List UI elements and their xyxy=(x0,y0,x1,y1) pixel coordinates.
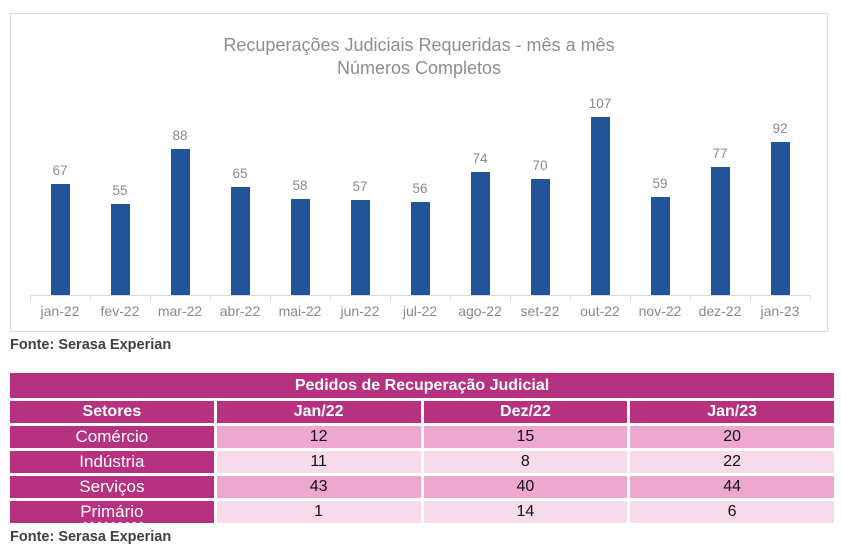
bar xyxy=(770,142,790,295)
x-axis-label: jul-22 xyxy=(402,303,438,319)
column-header: Dez/22 xyxy=(423,401,628,423)
axis-tick xyxy=(750,295,751,300)
bar xyxy=(590,117,610,295)
bar xyxy=(530,179,550,295)
bar-column: 107 xyxy=(570,14,630,295)
x-axis-label: out-22 xyxy=(580,303,620,319)
x-axis-line xyxy=(30,295,811,300)
bar-column: 70 xyxy=(510,14,570,295)
chart-source-note: Fonte: Serasa Experian xyxy=(10,337,172,353)
axis-tick xyxy=(810,295,811,300)
bar-value-label: 56 xyxy=(412,181,428,196)
bar-value-label: 92 xyxy=(772,121,788,136)
bar-column: 55 xyxy=(90,14,150,295)
x-axis-label: mai-22 xyxy=(278,303,322,319)
bar xyxy=(710,167,730,295)
bar-value-label: 57 xyxy=(352,179,368,194)
bar-column: 58 xyxy=(270,14,330,295)
monthly-bar-chart: Recuperações Judiciais Requeridas - mês … xyxy=(10,13,828,332)
bar-column: 65 xyxy=(210,14,270,295)
x-axis-label: jan-23 xyxy=(760,303,800,319)
page: Recuperações Judiciais Requeridas - mês … xyxy=(0,13,841,552)
bar-column: 88 xyxy=(150,14,210,295)
column-header: Jan/23 xyxy=(630,401,834,423)
bar xyxy=(470,172,490,295)
bar-column: 59 xyxy=(630,14,690,295)
axis-tick xyxy=(390,295,391,300)
x-axis-label: nov-22 xyxy=(638,303,682,319)
chart-title: Recuperações Judiciais Requeridas - mês … xyxy=(11,34,827,80)
bar-value-label: 58 xyxy=(292,178,308,193)
table-source-note: Fonte: Serasa Experian xyxy=(10,529,172,545)
column-header: Jan/22 xyxy=(216,401,421,423)
axis-tick xyxy=(510,295,511,300)
value-cell: 44 xyxy=(630,476,834,498)
bar-value-label: 88 xyxy=(172,128,188,143)
bar-value-label: 59 xyxy=(652,176,668,191)
sector-cell: Serviços xyxy=(10,476,214,498)
bar xyxy=(230,187,250,295)
value-cell: 6 xyxy=(630,501,834,523)
bar-value-label: 67 xyxy=(52,163,68,178)
table-title: Pedidos de Recuperação Judicial xyxy=(10,373,834,398)
value-cell: 1 xyxy=(216,501,421,523)
bar-column: 92 xyxy=(750,14,810,295)
chart-title-line2: Números Completos xyxy=(336,58,502,78)
bar-value-label: 74 xyxy=(472,151,488,166)
bar-value-label: 107 xyxy=(588,96,612,111)
bar-column: 57 xyxy=(330,14,390,295)
axis-tick xyxy=(570,295,571,300)
x-axis-label: ago-22 xyxy=(458,303,502,319)
x-axis-label: fev-22 xyxy=(100,303,140,319)
value-cell: 8 xyxy=(423,451,628,473)
bar-column: 67 xyxy=(30,14,90,295)
x-axis-labels: jan-22 fev-22 mar-22 abr-22 mai-22 jun-22 jul-… xyxy=(30,303,810,320)
axis-tick xyxy=(150,295,151,300)
bar xyxy=(290,199,310,295)
value-cell: 14 xyxy=(423,501,628,523)
value-cell: 43 xyxy=(216,476,421,498)
bar xyxy=(350,200,370,295)
bar-column: 77 xyxy=(690,14,750,295)
bar-value-label: 55 xyxy=(112,183,128,198)
sector-cell: Comércio xyxy=(10,426,214,448)
value-cell: 20 xyxy=(630,426,834,448)
bar-column: 74 xyxy=(450,14,510,295)
axis-tick xyxy=(330,295,331,300)
axis-tick xyxy=(90,295,91,300)
column-header: Setores xyxy=(10,401,214,423)
bar xyxy=(50,184,70,295)
sector-cell: Indústria xyxy=(10,451,214,473)
sector-table: Pedidos de Recuperação Judicial Setores Ja… xyxy=(10,373,834,523)
axis-tick xyxy=(210,295,211,300)
sector-cell: Primário xyxy=(10,501,214,523)
bar-value-label: 77 xyxy=(712,146,728,161)
chart-title-line1: Recuperações Judiciais Requeridas - mês … xyxy=(223,35,615,55)
bars-row: 67 55 88 65 58 57 56 74 70 107 59 77 92 xyxy=(30,14,810,295)
x-axis-label: abr-22 xyxy=(219,303,261,319)
value-cell: 11 xyxy=(216,451,421,473)
x-axis-label: set-22 xyxy=(520,303,560,319)
bar-value-label: 65 xyxy=(232,166,248,181)
bar xyxy=(650,197,670,295)
bar-value-label: 70 xyxy=(532,158,548,173)
value-cell: 15 xyxy=(423,426,628,448)
axis-tick xyxy=(630,295,631,300)
axis-tick xyxy=(30,295,31,300)
axis-tick xyxy=(270,295,271,300)
x-axis-label: dez-22 xyxy=(698,303,742,319)
value-cell: 22 xyxy=(630,451,834,473)
x-axis-label: jun-22 xyxy=(340,303,380,319)
value-cell: 12 xyxy=(216,426,421,448)
axis-tick xyxy=(690,295,691,300)
bar xyxy=(170,149,190,295)
value-cell: 40 xyxy=(423,476,628,498)
bar-column: 56 xyxy=(390,14,450,295)
axis-tick xyxy=(450,295,451,300)
bar xyxy=(110,204,130,295)
bar xyxy=(410,202,430,295)
x-axis-label: mar-22 xyxy=(157,303,203,319)
x-axis-label: jan-22 xyxy=(40,303,80,319)
